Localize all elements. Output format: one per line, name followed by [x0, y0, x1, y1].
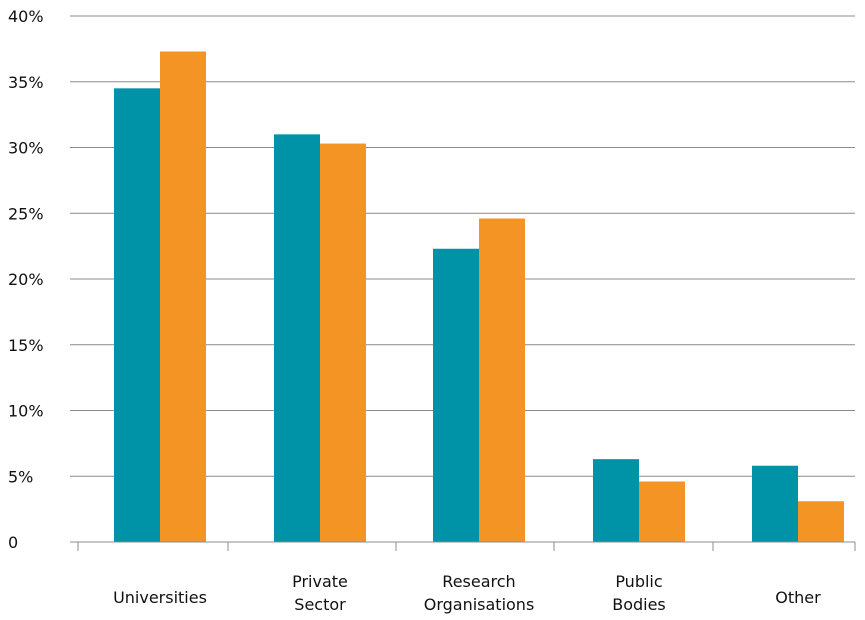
- bar-teal: [752, 465, 798, 542]
- y-tick-label: 10%: [8, 402, 44, 421]
- bar-teal: [274, 134, 320, 542]
- bar-orange: [320, 143, 366, 542]
- x-category-label: Public Bodies: [612, 572, 666, 614]
- bars: [114, 51, 844, 542]
- y-tick-label: 35%: [8, 73, 44, 92]
- bar-teal: [593, 459, 639, 542]
- y-tick-label: 15%: [8, 336, 44, 355]
- bar-orange: [160, 51, 206, 542]
- x-category-label: Other: [775, 588, 821, 607]
- bar-orange: [798, 501, 844, 542]
- bar-orange: [639, 481, 685, 542]
- y-tick-label: 25%: [8, 204, 44, 223]
- y-tick-label: 0: [8, 533, 18, 552]
- x-axis-category-labels: Universities Private Sector Research Organis…: [113, 572, 821, 614]
- x-category-label: Research Organisations: [424, 572, 535, 614]
- y-tick-label: 40%: [8, 7, 44, 26]
- y-tick-label: 5%: [8, 467, 33, 486]
- y-tick-label: 30%: [8, 139, 44, 158]
- x-category-label: Universities: [113, 588, 207, 607]
- x-category-label: Private Sector: [292, 572, 348, 614]
- bar-teal: [433, 248, 479, 542]
- y-tick-label: 20%: [8, 270, 44, 289]
- y-axis-tick-labels: 0 5% 10% 15% 20% 25% 30% 35% 40%: [8, 7, 44, 552]
- bar-orange: [479, 218, 525, 542]
- x-axis: [70, 541, 856, 551]
- bar-teal: [114, 88, 160, 542]
